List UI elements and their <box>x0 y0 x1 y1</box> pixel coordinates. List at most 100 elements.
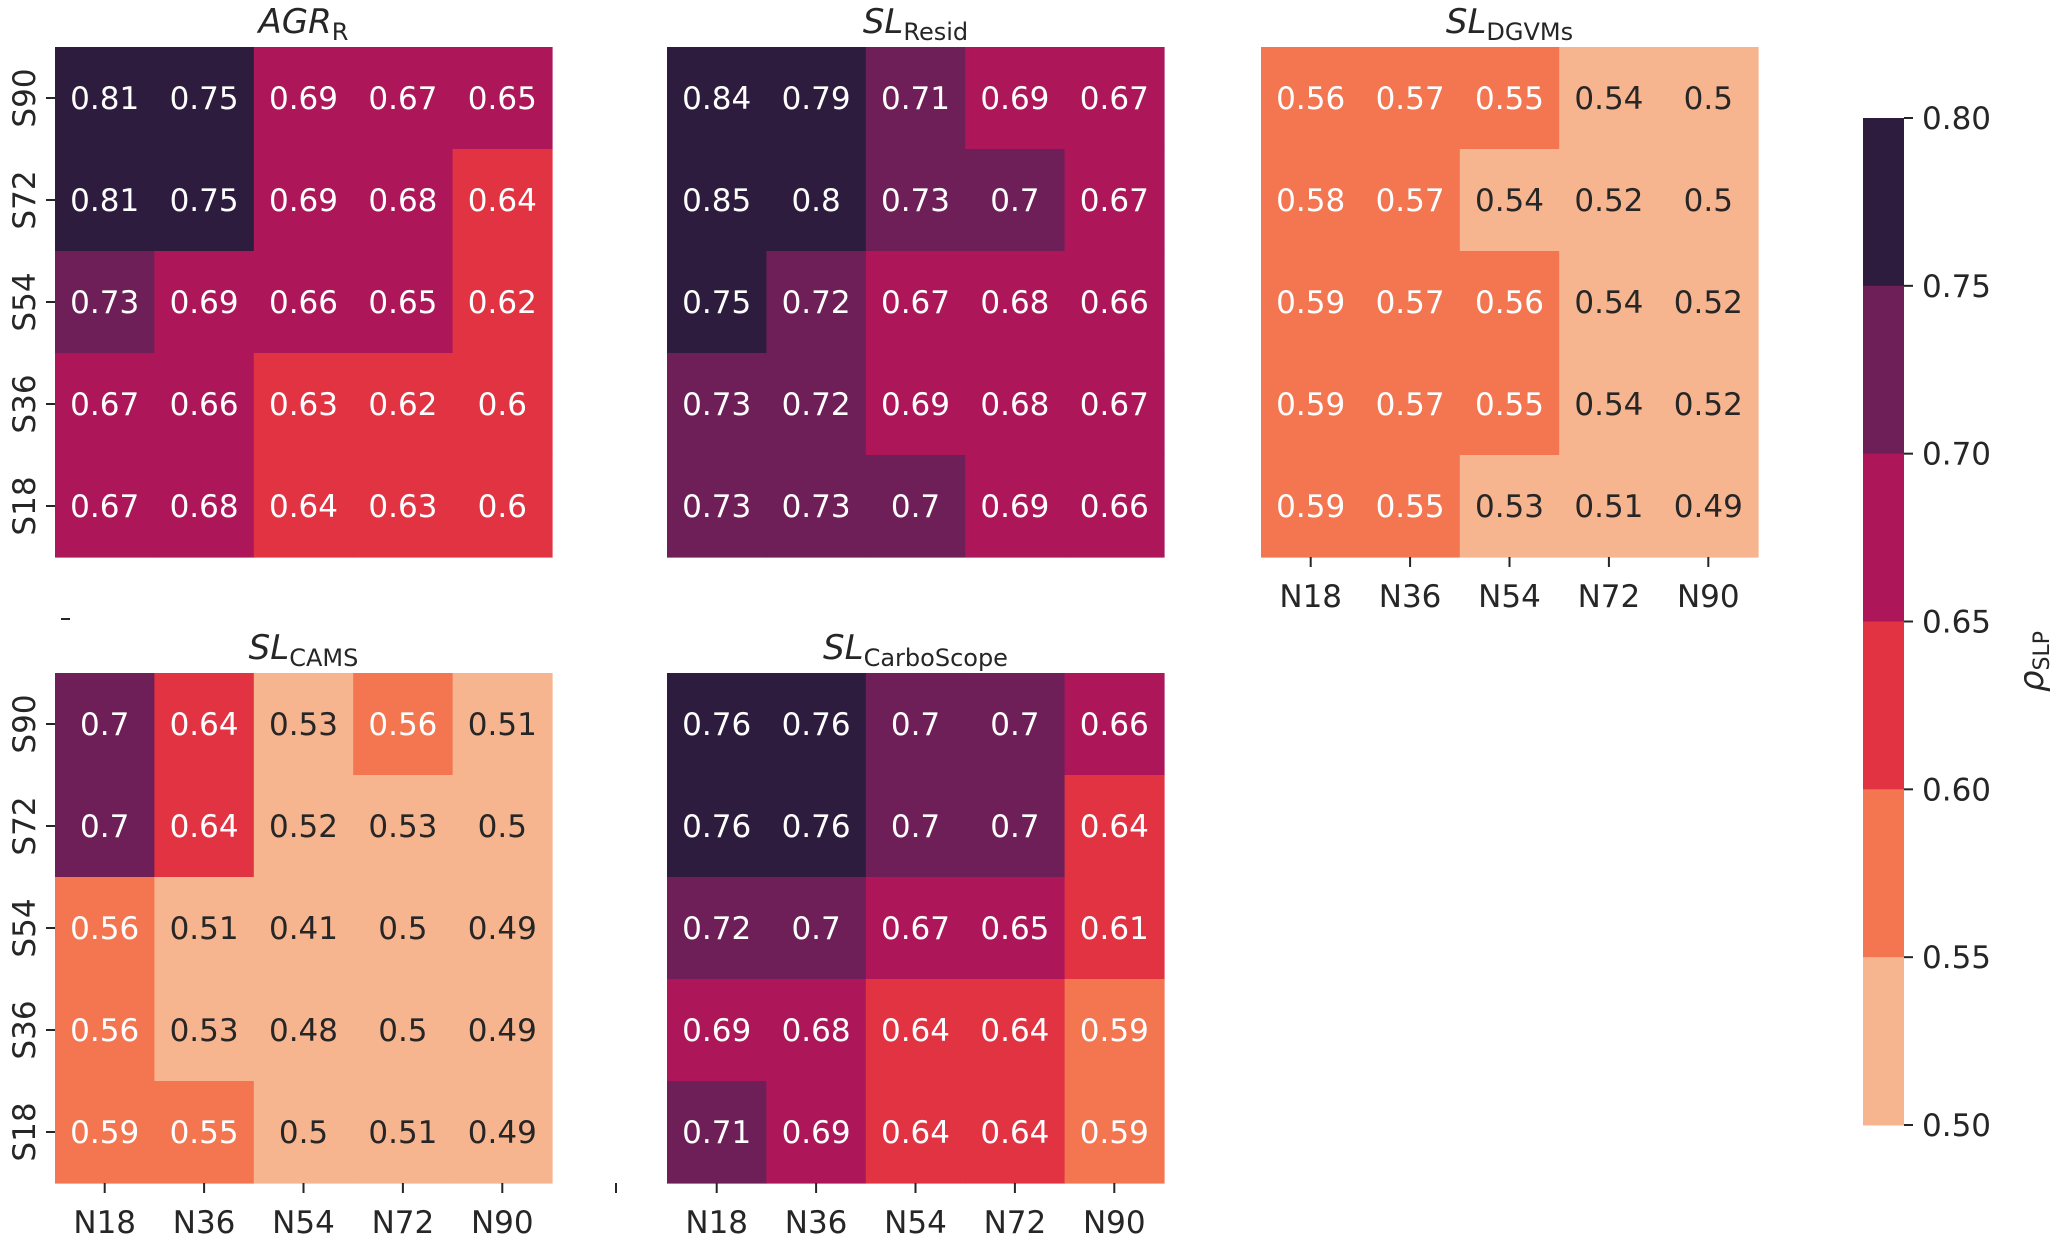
y-tick-label: S36 <box>7 1000 43 1059</box>
heatmap-cell <box>1360 251 1461 354</box>
heatmap-cell <box>667 979 767 1082</box>
heatmap-cell <box>253 1081 354 1184</box>
cell-value-label: 0.55 <box>170 1115 239 1151</box>
cell-value-label: 0.67 <box>70 489 139 525</box>
cell-value-label: 0.49 <box>468 1013 537 1049</box>
heatmap-panel-resid: SLResid 0.84 0.79 0.71 0.69 0.67 0.85 0.8 0.73 0.… <box>667 2 1165 558</box>
cell-value-label: 0.75 <box>682 285 751 321</box>
cell-value-label: 0.8 <box>791 183 840 219</box>
heatmap-cell <box>667 47 767 150</box>
cell-value-label: 0.54 <box>1574 81 1643 117</box>
heatmap-cell <box>353 979 454 1082</box>
cell-value-label: 0.66 <box>1080 285 1149 321</box>
heatmap-cell <box>353 353 454 456</box>
cell-value-label: 0.57 <box>1376 285 1445 321</box>
colorbar-segment <box>1863 957 1904 1126</box>
x-tick-label: N90 <box>471 1205 534 1241</box>
cell-value-label: 0.68 <box>980 387 1049 423</box>
cell-value-label: 0.76 <box>782 707 851 743</box>
cell-value-label: 0.55 <box>1376 489 1445 525</box>
heatmap-cell <box>154 775 255 878</box>
cell-value-label: 0.68 <box>980 285 1049 321</box>
cell-value-label: 0.81 <box>70 81 139 117</box>
heatmap-cell <box>452 673 553 776</box>
heatmap-cell <box>865 251 966 354</box>
heatmap-cell <box>667 877 767 980</box>
cell-value-label: 0.5 <box>1684 183 1733 219</box>
heatmap-cell <box>1559 353 1660 456</box>
cell-value-label: 0.59 <box>1080 1013 1149 1049</box>
heatmap-cell <box>154 47 255 150</box>
heatmap-cell <box>253 251 354 354</box>
cell-value-label: 0.64 <box>881 1115 950 1151</box>
cell-value-label: 0.61 <box>1080 911 1149 947</box>
heatmap-cell <box>253 455 354 558</box>
heatmap-panel-dgvms: SLDGVMs 0.56 0.57 0.55 0.54 0.5 0.58 0.57 0.54 0.… <box>1261 2 1759 615</box>
cell-value-label: 0.73 <box>70 285 139 321</box>
heatmap-cell <box>353 251 454 354</box>
cell-value-label: 0.56 <box>1276 81 1345 117</box>
colorbar-tick-label: 0.65 <box>1922 605 1991 641</box>
heatmap-cell <box>353 149 454 252</box>
heatmap-cell <box>667 1081 767 1184</box>
cell-value-label: 0.7 <box>990 809 1039 845</box>
heatmap-cell <box>353 877 454 980</box>
heatmap-cell <box>667 673 767 776</box>
cell-value-label: 0.54 <box>1574 285 1643 321</box>
heatmap-cell <box>1459 455 1560 558</box>
cell-value-label: 0.69 <box>170 285 239 321</box>
panel-title: AGRR <box>257 2 349 46</box>
cell-value-label: 0.66 <box>1080 707 1149 743</box>
cell-value-label: 0.71 <box>881 81 950 117</box>
heatmap-cell <box>55 455 155 558</box>
cell-value-label: 0.64 <box>980 1013 1049 1049</box>
cell-value-label: 0.58 <box>1276 183 1345 219</box>
heatmap-cell <box>154 149 255 252</box>
cell-value-label: 0.49 <box>1674 489 1743 525</box>
colorbar-label: ρSLP <box>2012 631 2055 692</box>
cell-value-label: 0.67 <box>1080 183 1149 219</box>
cell-value-label: 0.5 <box>378 1013 427 1049</box>
heatmap-cell <box>766 979 867 1082</box>
heatmap-cell <box>667 775 767 878</box>
heatmap-cell <box>253 979 354 1082</box>
cell-value-label: 0.67 <box>881 911 950 947</box>
heatmap-cell <box>55 149 155 252</box>
cell-value-label: 0.72 <box>682 911 751 947</box>
cell-value-label: 0.72 <box>782 387 851 423</box>
cell-value-label: 0.67 <box>881 285 950 321</box>
x-tick-label: N72 <box>984 1205 1047 1241</box>
heatmap-cell <box>766 251 867 354</box>
colorbar-tick-label: 0.80 <box>1922 101 1991 137</box>
heatmap-cell <box>452 877 553 980</box>
heatmap-cell <box>55 877 155 980</box>
cell-value-label: 0.52 <box>269 809 338 845</box>
heatmap-cell <box>667 149 767 252</box>
heatmap-cell <box>965 877 1066 980</box>
x-tick-label: N36 <box>1379 579 1442 615</box>
cell-value-label: 0.7 <box>891 489 940 525</box>
heatmap-cell <box>865 1081 966 1184</box>
cell-value-label: 0.49 <box>468 1115 537 1151</box>
y-tick-label: S54 <box>7 898 43 957</box>
panel-title: SLCarboScope <box>823 628 1008 672</box>
heatmap-cell <box>253 47 354 150</box>
cell-value-label: 0.62 <box>368 387 437 423</box>
cell-value-label: 0.69 <box>682 1013 751 1049</box>
heatmap-cell <box>154 251 255 354</box>
heatmap-cell <box>965 251 1066 354</box>
cell-value-label: 0.5 <box>279 1115 328 1151</box>
cell-value-label: 0.51 <box>170 911 239 947</box>
stray-tick-marks <box>61 618 617 1193</box>
cell-value-label: 0.57 <box>1376 81 1445 117</box>
heatmap-cell <box>353 673 454 776</box>
heatmap-cell <box>766 775 867 878</box>
cell-value-label: 0.48 <box>269 1013 338 1049</box>
heatmap-cell <box>353 455 454 558</box>
cell-value-label: 0.52 <box>1674 387 1743 423</box>
x-tick-label: N90 <box>1677 579 1740 615</box>
colorbar-segment <box>1863 453 1904 622</box>
heatmap-cell <box>865 877 966 980</box>
heatmap-cell <box>55 673 155 776</box>
